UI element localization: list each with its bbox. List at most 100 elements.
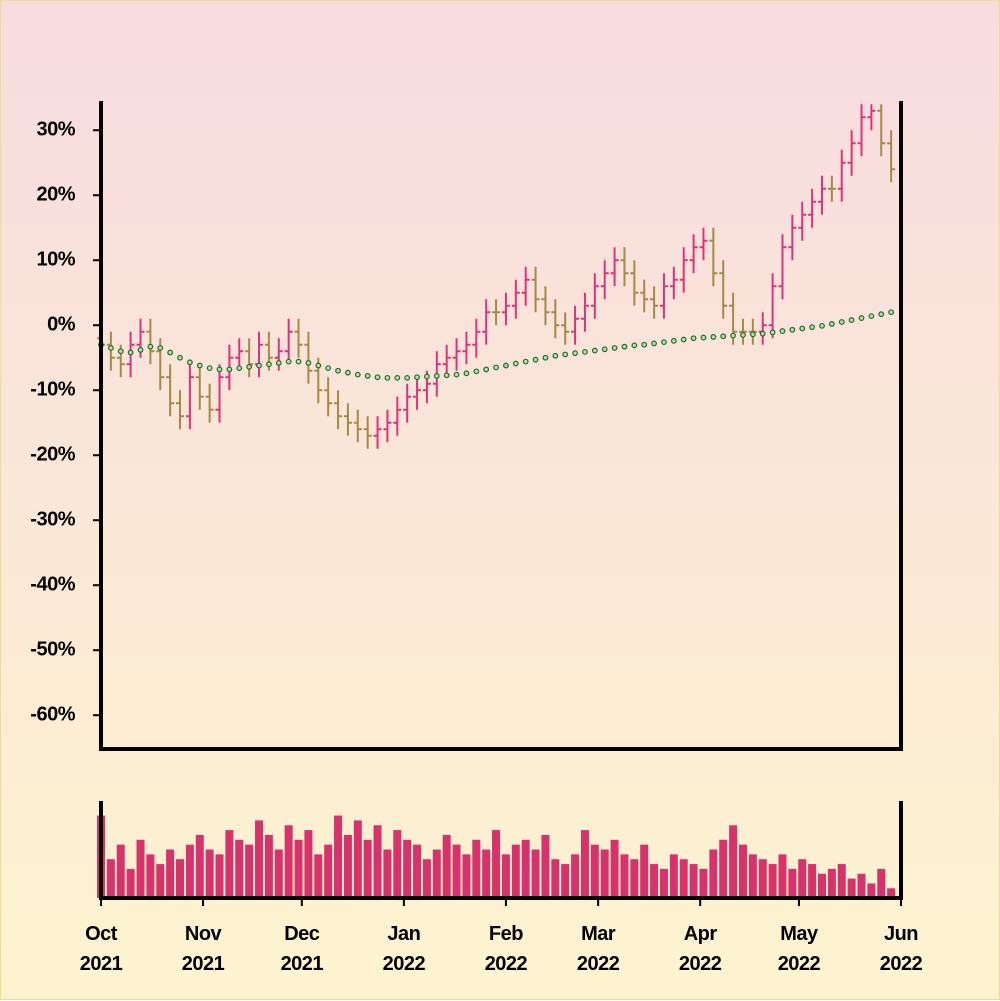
moving-average-dot [315,362,322,369]
moving-average-dot [275,360,282,366]
x-tick-label: Jan 2022 [382,923,426,975]
y-tick-label: 20% [36,184,75,206]
moving-average-dot [236,365,243,372]
volume-bar [580,830,589,898]
moving-average-dot [503,362,509,369]
moving-average-dot [424,373,430,380]
y-tick-label: 30% [36,119,75,141]
volume-bar [709,849,718,898]
volume-bar [630,859,639,898]
moving-average-dot [641,341,648,348]
moving-average-dot [838,319,845,325]
volume-bar [620,854,629,898]
volume-bar [679,859,688,898]
moving-average-dot [354,371,361,378]
volume-bar [403,839,412,898]
moving-average-dot [305,360,312,366]
volume-bar [482,849,491,898]
volume-bar [758,859,767,898]
moving-average-dot [374,374,381,381]
volume-bar [887,888,896,898]
y-tick-label: -50% [30,638,75,660]
volume-bar [778,854,787,898]
volume-bar [166,849,175,898]
volume-bar [462,854,471,898]
x-tick-label: Oct 2021 [79,923,123,975]
moving-average-dot [799,325,806,332]
moving-average-dot [127,349,134,356]
moving-average-dot [483,366,490,373]
moving-average-dot [601,346,608,353]
volume-bar [867,883,876,898]
moving-average-dot [562,351,569,358]
volume-bar [808,864,817,898]
moving-average-dot [848,317,855,323]
volume-bar [659,868,668,898]
moving-average-dot [177,354,183,361]
moving-average-dot [512,360,519,367]
volume-bar [136,839,145,898]
moving-average-dot [651,340,657,347]
volume-bar [274,849,283,898]
moving-average-dot [809,324,816,331]
y-tick-label: -40% [30,573,75,595]
volume-bar [205,849,214,898]
moving-average-dot [206,365,213,372]
volume-bar [610,839,619,898]
moving-average-dot [611,345,618,351]
volume-bar [748,854,757,898]
y-tick-label: 10% [36,249,75,271]
moving-average-dot [522,358,529,365]
moving-average-dot [433,373,440,379]
volume-bar [561,864,570,898]
x-tick-label: Nov 2021 [181,923,225,975]
volume-bar [363,839,372,898]
moving-average-dot [147,343,154,350]
volume-bar [590,844,599,898]
moving-average-dot [285,358,292,365]
volume-bar [185,844,194,898]
moving-average-dot [414,374,420,381]
moving-average-dot [453,371,460,378]
volume-bar [383,849,392,898]
moving-average-dot [137,347,144,353]
volume-bar [719,839,728,898]
volume-bar [146,854,155,898]
moving-average-dot [779,328,786,334]
y-tick-label: 0% [47,314,76,336]
moving-average-dot [364,373,371,379]
y-tick-label: -20% [30,444,75,466]
x-tick-label: Feb 2022 [484,923,528,975]
moving-average-dot [730,332,736,339]
volume-bar [106,859,115,898]
volume-bar [827,868,836,898]
moving-average-dot [572,350,578,357]
moving-average-dot [740,332,746,338]
moving-average-dot [345,369,351,376]
volume-bar [452,844,461,898]
moving-average-dot [868,313,875,320]
volume-bar [284,825,293,898]
moving-average-dot [107,345,114,351]
y-tick-label: -10% [30,379,75,401]
volume-bar [235,839,244,898]
moving-average-dot [335,367,341,374]
volume-bar [334,815,343,898]
moving-average-dot [295,358,302,365]
moving-average-dot [759,330,766,337]
moving-average-dot [661,339,667,346]
volume-bar [116,844,125,898]
moving-average-dot [710,334,717,340]
x-tick-label: Dec 2021 [280,923,324,975]
x-tick-label: May 2022 [777,923,821,975]
volume-bar [817,873,826,898]
moving-average-dot [670,337,677,344]
volume-bar [215,854,224,898]
volume-bar [353,820,362,898]
y-tick-label: -60% [30,703,75,725]
moving-average-dot [542,354,549,361]
volume-bar [264,834,273,898]
volume-bar [689,864,698,898]
volume-bar [156,864,165,898]
moving-average-dot [720,333,727,340]
